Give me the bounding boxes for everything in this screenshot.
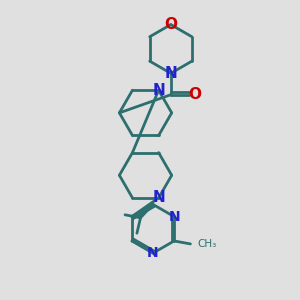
Text: N: N <box>168 210 180 224</box>
Text: O: O <box>164 17 177 32</box>
Text: N: N <box>152 83 165 98</box>
Text: N: N <box>147 246 159 260</box>
Text: O: O <box>188 87 201 102</box>
Text: CH₃: CH₃ <box>197 239 216 249</box>
Text: N: N <box>164 66 177 81</box>
Text: N: N <box>152 190 165 206</box>
